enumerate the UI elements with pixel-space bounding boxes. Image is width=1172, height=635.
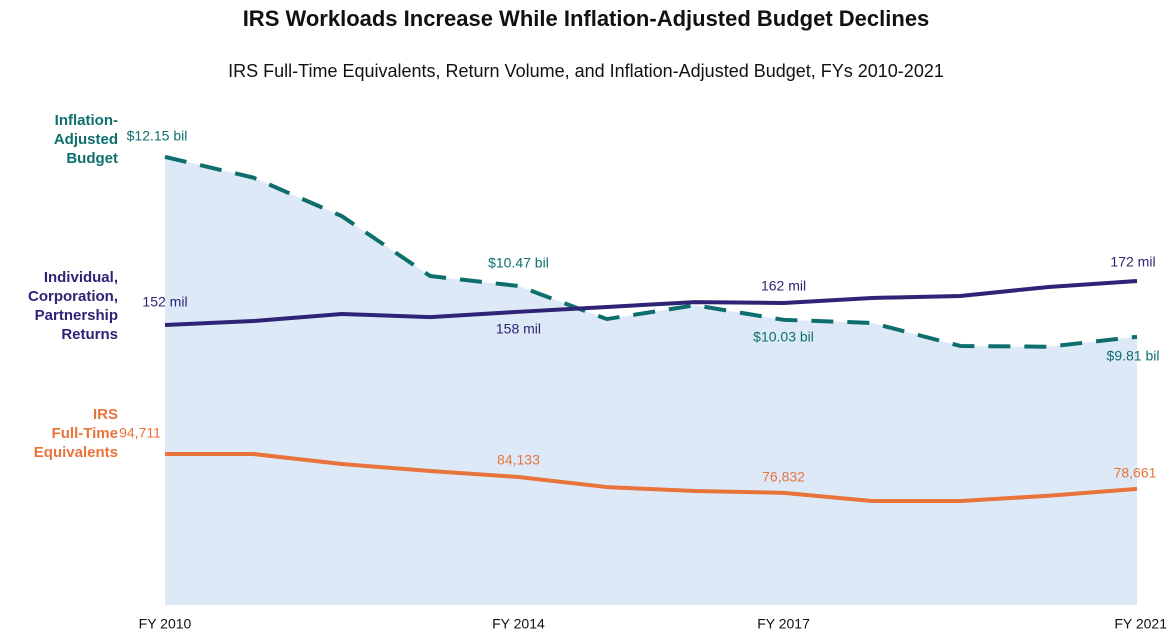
data-label: 162 mil xyxy=(761,278,806,294)
data-label: 78,661 xyxy=(1114,465,1157,481)
x-tick-label: FY 2017 xyxy=(757,616,810,632)
x-tick-label: FY 2014 xyxy=(492,616,545,632)
series-name: Inflation- Adjusted Budget xyxy=(53,112,118,167)
chart-subtitle: IRS Full-Time Equivalents, Return Volume… xyxy=(228,61,944,81)
series-name: Individual, Corporation, Partnership Ret… xyxy=(28,269,118,343)
chart-title: IRS Workloads Increase While Inflation-A… xyxy=(243,6,930,31)
data-label: $10.47 bil xyxy=(488,255,549,271)
x-tick-label: FY 2010 xyxy=(139,616,192,632)
data-label: 84,133 xyxy=(497,452,540,468)
budget-area xyxy=(165,156,1137,605)
data-label: $10.03 bil xyxy=(753,329,814,345)
series-line xyxy=(164,279,1138,328)
data-label: 158 mil xyxy=(496,321,541,337)
data-label: $9.81 bil xyxy=(1107,347,1160,363)
x-tick-label: FY 2021 xyxy=(1114,616,1167,632)
series-line xyxy=(164,154,1138,349)
data-label: 76,832 xyxy=(762,469,805,485)
data-label: 94,711 xyxy=(119,425,161,441)
series-name: IRS Full-Time Equivalents xyxy=(33,406,118,461)
data-label: 172 mil xyxy=(1110,254,1155,270)
series-line xyxy=(165,452,1138,503)
data-label: $12.15 bil xyxy=(127,128,188,144)
data-label: 152 mil xyxy=(142,294,187,310)
